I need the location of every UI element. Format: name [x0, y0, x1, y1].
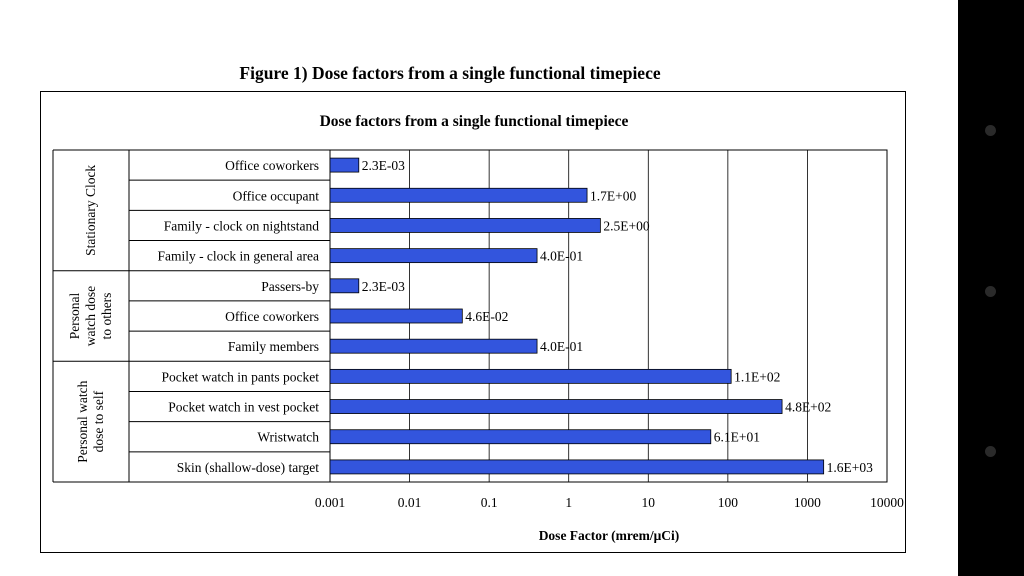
bar: [329, 308, 463, 324]
category-label: Office coworkers: [225, 158, 319, 173]
nav-dot-icon[interactable]: [985, 446, 996, 457]
data-label: 2.3E-03: [362, 279, 405, 294]
group-label: Personal watch: [75, 380, 90, 462]
data-label: 4.8E+02: [785, 400, 831, 415]
category-label: Family - clock in general area: [157, 249, 319, 264]
bar: [329, 157, 360, 173]
category-label: Family members: [228, 339, 319, 354]
x-tick-label: 0.01: [398, 495, 422, 510]
group-label: dose to self: [91, 390, 106, 452]
x-tick-label: 0.1: [481, 495, 498, 510]
bar: [329, 187, 588, 203]
bar: [329, 218, 601, 233]
data-label: 1.7E+00: [590, 188, 636, 203]
data-label: 2.3E-03: [362, 158, 405, 173]
bar: [329, 459, 825, 475]
bar-chart: Dose factors from a single functional ti…: [52, 113, 904, 543]
group-label: to others: [99, 293, 114, 340]
x-tick-label: 10000: [870, 495, 904, 510]
category-label: Pocket watch in pants pocket: [162, 369, 320, 384]
x-tick-label: 0.001: [315, 495, 345, 510]
category-label: Pocket watch in vest pocket: [168, 400, 319, 415]
data-label: 2.5E+00: [603, 218, 649, 233]
bar: [329, 368, 732, 384]
chart-title: Dose factors from a single functional ti…: [320, 113, 629, 130]
chart-frame: Dose factors from a single functional ti…: [40, 91, 906, 553]
group-label: Personal: [67, 293, 82, 340]
bar: [329, 278, 360, 294]
data-label: 1.6E+03: [827, 460, 873, 475]
category-label: Office occupant: [233, 188, 320, 203]
x-axis-label: Dose Factor (mrem/μCi): [539, 528, 680, 543]
bar: [329, 429, 712, 445]
x-tick-label: 1000: [794, 495, 821, 510]
data-label: 4.0E-01: [540, 249, 583, 264]
nav-dot-icon[interactable]: [985, 125, 996, 136]
bar: [329, 338, 538, 354]
data-label: 4.6E-02: [465, 309, 508, 324]
x-tick-label: 1: [565, 495, 572, 510]
category-label: Passers-by: [261, 279, 319, 294]
x-tick-label: 10: [642, 495, 656, 510]
category-label: Skin (shallow-dose) target: [177, 460, 319, 475]
bar: [329, 248, 538, 264]
x-tick-label: 100: [718, 495, 739, 510]
category-label: Office coworkers: [225, 309, 319, 324]
data-label: 1.1E+02: [734, 369, 780, 384]
category-label: Wristwatch: [257, 430, 319, 445]
bar: [329, 399, 783, 414]
category-label: Family - clock on nightstand: [164, 218, 319, 233]
slide: Figure 1) Dose factors from a single fun…: [40, 63, 906, 553]
nav-dot-icon[interactable]: [985, 286, 996, 297]
data-label: 6.1E+01: [714, 430, 760, 445]
group-label: watch dose: [83, 286, 98, 346]
figure-caption: Figure 1) Dose factors from a single fun…: [239, 63, 661, 83]
data-label: 4.0E-01: [540, 339, 583, 354]
group-label: Stationary Clock: [83, 165, 98, 256]
